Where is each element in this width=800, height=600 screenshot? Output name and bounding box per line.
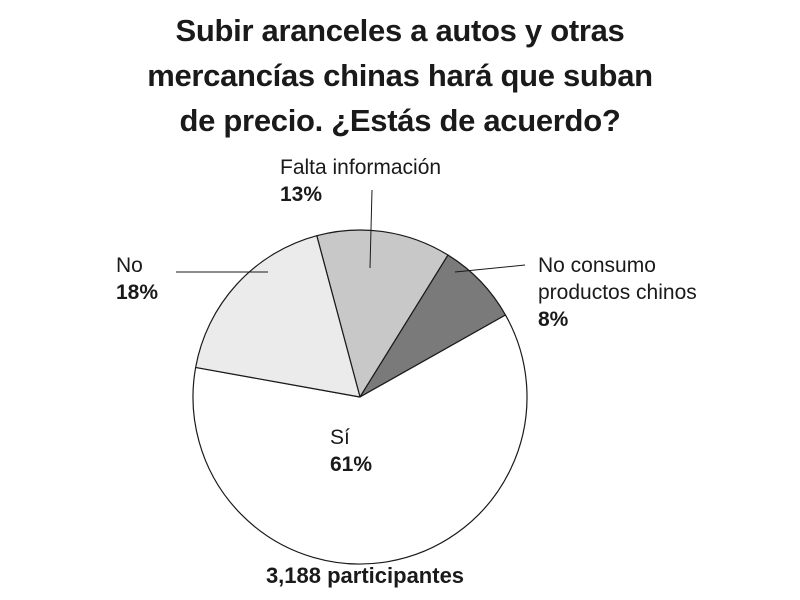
label-name: Sí xyxy=(330,426,350,449)
pie-slice-no xyxy=(195,235,361,398)
label-name: Falta información xyxy=(280,156,442,179)
label-value: 8% xyxy=(538,308,569,331)
leader-line-falta xyxy=(369,189,373,269)
leader-lines xyxy=(176,189,526,273)
label-falta-informacion: Falta información 13% xyxy=(280,154,441,208)
pie-slice-falta-informacion xyxy=(316,229,449,398)
title-line-3: de precio. ¿Estás de acuerdo? xyxy=(179,103,621,138)
pie-slices xyxy=(192,229,528,565)
label-value: 61% xyxy=(330,453,373,476)
label-si: Sí 61% xyxy=(330,424,372,478)
label-value: 13% xyxy=(280,183,323,206)
label-value: 18% xyxy=(116,281,159,304)
chart-title: Subir aranceles a autos y otras mercancí… xyxy=(0,8,800,143)
participants-count: 3,188 participantes xyxy=(265,563,465,588)
pie-slice-si xyxy=(192,314,528,565)
label-name: No xyxy=(116,254,143,277)
title-line-2: mercancías chinas hará que suban xyxy=(147,58,653,93)
label-no: No 18% xyxy=(116,252,158,306)
label-no-consumo: No consumo productos chinos 8% xyxy=(538,252,708,333)
title-line-1: Subir aranceles a autos y otras xyxy=(175,13,625,48)
leader-line-no-consumo xyxy=(454,264,526,273)
label-name: No consumo productos chinos xyxy=(538,254,697,304)
